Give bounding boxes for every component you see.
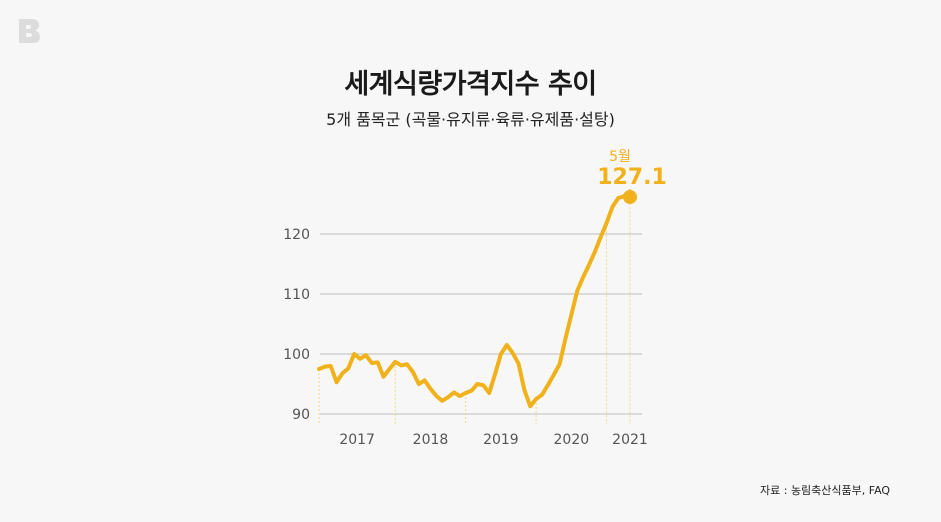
y-tick-label: 90 (292, 407, 310, 423)
annotation-month: 5월 (609, 149, 631, 165)
y-tick-label: 100 (283, 347, 310, 363)
chart-title: 세계식량가격지수 추이 (344, 69, 597, 100)
y-tick-label: 110 (283, 287, 310, 303)
brand-logo-icon (19, 19, 40, 43)
y-tick-label: 120 (283, 227, 310, 243)
x-tick-label: 2018 (413, 432, 449, 448)
latest-point-marker (623, 190, 637, 204)
source-note: 자료 : 농림축산식품부, FAQ (760, 484, 891, 497)
x-tick-label: 2017 (339, 432, 375, 448)
annotation-value: 127.1 (597, 165, 667, 190)
index-line (317, 189, 632, 409)
chart-subtitle: 5개 품목군 (곡물·유지류·육류·유제품·설탕) (326, 110, 615, 129)
x-tick-label: 2021 (612, 432, 648, 448)
year-markers (318, 191, 631, 424)
x-tick-label: 2020 (554, 432, 590, 448)
x-axis-ticks: 2017 2018 2019 2020 2021 (339, 432, 647, 448)
x-tick-label: 2019 (483, 432, 519, 448)
y-axis-ticks: 90 100 110 120 (283, 227, 310, 423)
gridlines (320, 233, 642, 415)
